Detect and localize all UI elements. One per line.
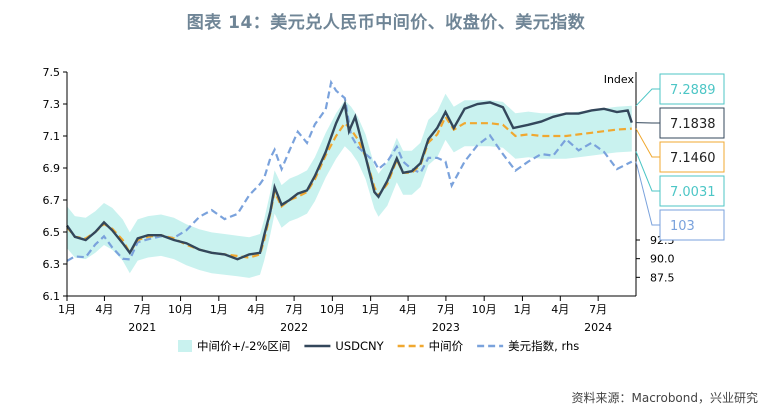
y-left-tick-label: 7.1 <box>43 130 61 143</box>
source-note: 资料来源：Macrobond，兴业研究 <box>571 391 759 405</box>
end-label-text: 7.1838 <box>670 117 716 132</box>
y-left-tick-label: 6.1 <box>43 290 61 303</box>
x-tick-label: 10月 <box>472 303 497 316</box>
axes-layer: 7.57.37.16.96.76.56.36.192.590.087.5Inde… <box>43 66 675 334</box>
year-label: 2024 <box>584 321 612 334</box>
y-left-tick-label: 6.7 <box>43 194 61 207</box>
dxy-line <box>66 79 633 262</box>
y-right-tick-label: 90.0 <box>650 253 675 266</box>
end-label-connector <box>635 128 660 158</box>
end-label-text: 7.2889 <box>670 83 716 98</box>
y-right-axis-label: Index <box>604 73 635 86</box>
x-tick-label: 7月 <box>133 303 151 316</box>
end-label-box <box>659 175 725 207</box>
midpoint-band-area <box>67 93 632 278</box>
end-label-text: 7.1460 <box>670 151 716 166</box>
midpoint-line-layer <box>66 114 632 259</box>
legend-layer: 中间价+/-2%区间 USDCNY 中间价 美元指数, rhs <box>178 339 579 353</box>
legend-label-mid: 中间价 <box>429 339 464 353</box>
y-right-tick-label: 87.5 <box>650 271 675 284</box>
x-tick-label: 4月 <box>399 303 417 316</box>
x-tick-label: 4月 <box>95 303 113 316</box>
chart-title: 图表 14：美元兑人民币中间价、收盘价、美元指数 <box>186 13 586 33</box>
usdcny-line-layer <box>66 99 633 261</box>
x-tick-label: 1月 <box>362 303 380 316</box>
end-label-connector <box>635 88 660 107</box>
x-tick-label: 4月 <box>247 303 265 316</box>
end-label-text: 7.0031 <box>670 185 716 200</box>
y-left-tick-label: 6.3 <box>43 258 61 271</box>
end-label-box <box>659 107 725 139</box>
x-tick-label: 7月 <box>285 303 303 316</box>
legend-swatch-band <box>178 340 192 352</box>
y-left-tick-label: 6.9 <box>43 162 61 175</box>
x-tick-label: 1月 <box>513 303 531 316</box>
year-label: 2022 <box>280 321 308 334</box>
end-label-text: 103 <box>670 219 695 234</box>
year-label: 2021 <box>128 321 156 334</box>
x-tick-label: 7月 <box>589 303 607 316</box>
end-label-box <box>659 73 725 105</box>
y-left-tick-label: 7.5 <box>43 66 61 79</box>
end-label-box <box>659 209 725 241</box>
end-labels-layer: 7.2889 7.1838 7.1460 7.0031 103 <box>635 73 725 241</box>
legend-label-dxy: 美元指数, rhs <box>508 339 579 353</box>
end-label-connector <box>635 151 660 192</box>
end-label-box <box>659 141 725 173</box>
legend-label-band: 中间价+/-2%区间 <box>197 339 290 353</box>
midpoint-line <box>66 114 632 259</box>
x-tick-label: 7月 <box>437 303 455 316</box>
x-tick-label: 4月 <box>551 303 569 316</box>
x-tick-label: 1月 <box>210 303 228 316</box>
x-tick-label: 10月 <box>320 303 345 316</box>
dxy-line-layer <box>66 79 633 262</box>
legend-label-spot: USDCNY <box>335 339 384 353</box>
x-tick-label: 1月 <box>58 303 76 316</box>
x-tick-label: 10月 <box>168 303 193 316</box>
y-left-tick-label: 6.5 <box>43 226 61 239</box>
y-left-tick-label: 7.3 <box>43 98 61 111</box>
usdcny-line <box>66 99 633 261</box>
midpoint-band-layer <box>67 93 632 278</box>
year-label: 2023 <box>432 321 460 334</box>
end-label-connector <box>635 161 660 226</box>
